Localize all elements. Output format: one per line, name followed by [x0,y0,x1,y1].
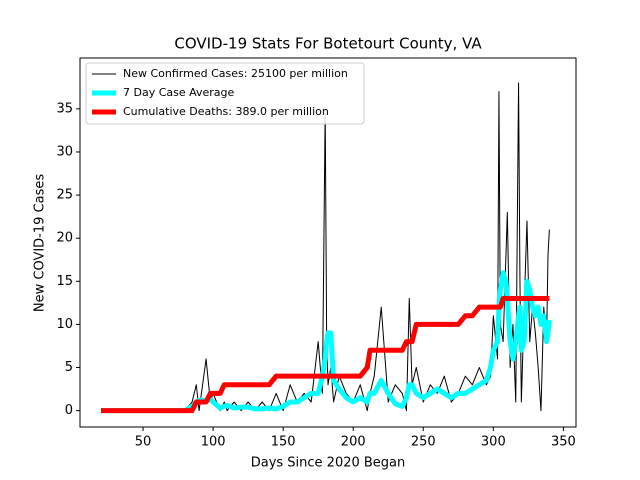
legend-box [85,62,365,125]
y-tick-label: 15 [56,274,73,289]
y-tick-label: 10 [56,317,73,332]
legend-label: New Confirmed Cases: 25100 per million [123,67,348,80]
x-tick-label: 200 [341,435,366,450]
y-tick-label: 0 [65,403,73,418]
legend: New Confirmed Cases: 25100 per million 7… [85,62,365,125]
legend-label: 7 Day Case Average [123,86,235,99]
x-tick-label: 250 [411,435,436,450]
y-tick-label: 30 [56,144,73,159]
y-tick-label: 5 [65,360,73,375]
y-axis-label: New COVID-19 Cases [33,174,48,312]
x-tick-label: 150 [271,435,296,450]
y-tick-label: 20 [56,231,73,246]
x-tick-label: 300 [481,435,506,450]
axes-frame [79,57,577,428]
plot-area [101,82,552,414]
legend-label: Cumulative Deaths: 389.0 per million [123,105,329,118]
x-tick-label: 50 [135,435,152,450]
y-tick-label: 35 [56,101,73,116]
x-tick-label: 100 [201,435,226,450]
chart-title: COVID-19 Stats For Botetourt County, VA [174,35,482,53]
x-tick-label: 350 [551,435,576,450]
y-tick-label: 25 [56,188,73,203]
series-line [101,270,552,414]
x-axis-label: Days Since 2020 Began [251,456,406,471]
series-line [101,296,551,414]
